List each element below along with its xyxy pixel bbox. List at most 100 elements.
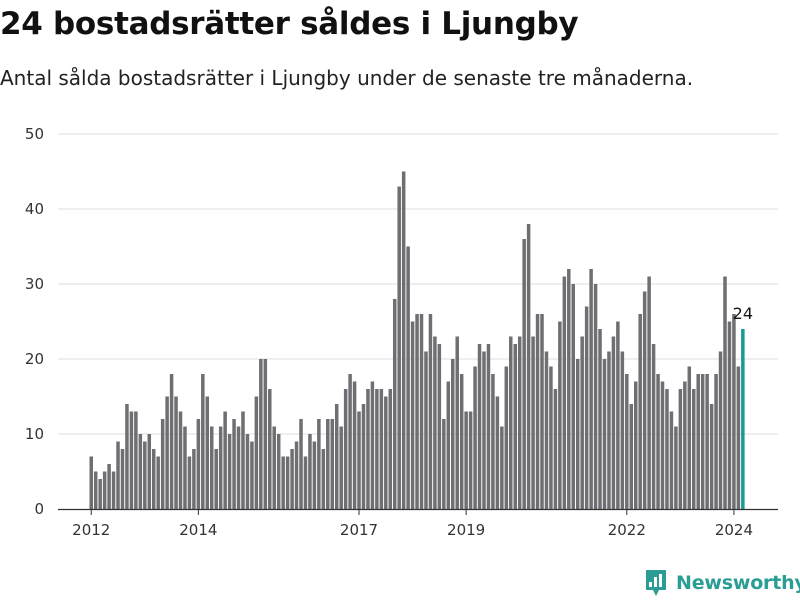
x-tick-label: 2014	[179, 521, 217, 539]
bar	[517, 336, 522, 509]
y-tick-label: 0	[34, 500, 44, 518]
bar	[201, 374, 205, 509]
bar	[232, 419, 236, 509]
brand-logo: Newsworthy	[644, 568, 800, 598]
bar	[437, 344, 442, 509]
bar	[227, 434, 232, 509]
bar	[343, 389, 348, 509]
bar	[205, 396, 210, 509]
bar	[192, 449, 196, 509]
bar	[428, 314, 433, 509]
bar	[93, 471, 98, 509]
bar	[629, 404, 634, 509]
bar	[129, 411, 134, 509]
bar	[102, 471, 107, 509]
x-tick-label: 2019	[447, 521, 485, 539]
bar	[415, 314, 419, 509]
bar	[125, 404, 129, 509]
bar	[584, 306, 589, 509]
bar	[98, 479, 102, 509]
bar	[500, 426, 504, 509]
bar	[151, 449, 156, 509]
bar	[598, 329, 602, 509]
bar	[616, 321, 620, 509]
bar	[709, 404, 714, 509]
bar	[218, 426, 223, 509]
bar	[665, 389, 669, 509]
bar	[317, 419, 321, 509]
bar	[107, 464, 111, 509]
bar	[245, 434, 250, 509]
bar	[732, 314, 736, 509]
bar	[120, 449, 125, 509]
bar	[674, 426, 678, 509]
bar	[379, 389, 384, 509]
bar	[276, 434, 281, 509]
bar	[593, 284, 598, 509]
bar	[308, 434, 312, 509]
bar	[143, 441, 147, 509]
bar	[339, 426, 343, 509]
bar	[156, 456, 160, 509]
bar	[589, 269, 593, 509]
bar	[700, 374, 705, 509]
bar	[455, 336, 459, 509]
bar	[433, 336, 437, 509]
bar	[714, 374, 718, 509]
bar	[656, 374, 660, 509]
bar	[513, 344, 517, 509]
bar	[178, 411, 183, 509]
bar	[580, 336, 584, 509]
bar	[187, 456, 192, 509]
bar	[366, 389, 370, 509]
bar	[736, 366, 741, 509]
bar	[169, 374, 174, 509]
bar	[718, 351, 723, 509]
bar	[285, 456, 290, 509]
x-tick-label: 2024	[715, 521, 753, 539]
bar	[388, 389, 393, 509]
bar	[491, 374, 495, 509]
bar	[611, 336, 616, 509]
bar	[165, 396, 169, 509]
bar	[361, 404, 366, 509]
bar	[424, 351, 428, 509]
bar	[294, 441, 299, 509]
bar	[544, 351, 549, 509]
bar	[370, 381, 375, 509]
bar	[183, 426, 187, 509]
bar	[495, 396, 500, 509]
bar	[223, 411, 227, 509]
bar	[642, 291, 647, 509]
bar	[116, 441, 120, 509]
bar	[214, 449, 218, 509]
bar	[504, 366, 509, 509]
bar	[567, 269, 571, 509]
bar-latest	[741, 329, 745, 509]
bar	[687, 366, 692, 509]
bar	[348, 374, 352, 509]
bar	[535, 314, 540, 509]
brand-name: Newsworthy	[676, 572, 800, 594]
bar	[486, 344, 491, 509]
bar	[678, 389, 683, 509]
bar	[330, 419, 334, 509]
bar	[174, 396, 178, 509]
y-tick-label: 10	[25, 425, 44, 443]
bar	[392, 299, 397, 509]
bar	[321, 449, 326, 509]
y-axis-ticks: 0 10 20 30 40 50	[25, 125, 44, 518]
bar	[160, 419, 165, 509]
bar	[268, 389, 272, 509]
bar	[263, 359, 268, 509]
bar	[138, 434, 143, 509]
bar	[410, 321, 415, 509]
bar	[625, 374, 629, 509]
bar	[638, 314, 642, 509]
bar	[89, 456, 93, 509]
bar	[375, 389, 379, 509]
bar	[669, 411, 674, 509]
bar	[540, 314, 544, 509]
bar	[352, 381, 357, 509]
